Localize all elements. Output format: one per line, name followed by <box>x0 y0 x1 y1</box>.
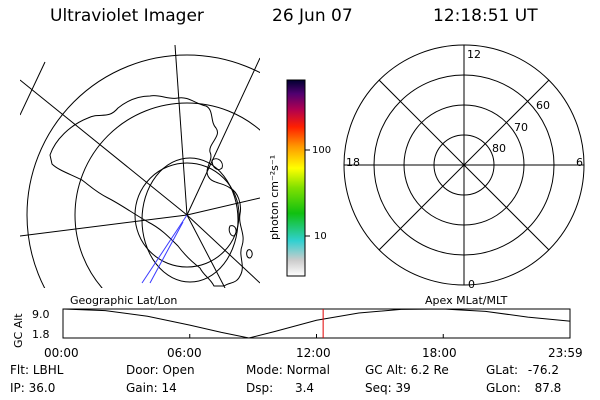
polar-diagonal <box>378 79 550 251</box>
map-lat-circle-inner <box>134 162 240 268</box>
timeline-frame <box>62 308 571 339</box>
dsp-value: 3.4 <box>294 381 315 395</box>
timeline-y-axis-label: GC Alt <box>12 313 25 348</box>
seq-value: 39 <box>395 381 411 395</box>
filter-label: Flt: <box>10 363 29 377</box>
instrument-title: Ultraviolet Imager <box>50 6 204 26</box>
ip-field: IP: 36.0 <box>10 381 55 395</box>
map-meridian <box>20 79 188 216</box>
colorbar-tick-label: 100 <box>312 145 331 156</box>
gc-alt-value: 6.2 Re <box>410 363 449 377</box>
map-meridian <box>186 57 260 216</box>
map-lat-circle-middle <box>74 102 260 288</box>
mode-value: Normal <box>286 363 330 377</box>
gc-alt-label: GC Alt: <box>365 363 407 377</box>
y-tick-label: 9.0 <box>32 308 50 321</box>
colorbar-gradient <box>286 79 306 277</box>
glat-value: -76.2 <box>527 363 559 377</box>
colorbar-tick-label: 10 <box>314 231 327 242</box>
filter-value: LBHL <box>32 363 64 377</box>
map-meridian <box>174 45 188 216</box>
gc-alt-field: GC Alt: 6.2 Re <box>365 363 449 377</box>
gain-label: Gain: <box>126 381 158 395</box>
mlt-label-midnight: 0 <box>468 278 475 291</box>
map-lat-circle-outer <box>26 54 260 288</box>
x-tick-label: 18:00 <box>422 346 457 360</box>
date-label: 26 Jun 07 <box>272 6 353 26</box>
glon-value: 87.8 <box>534 381 562 395</box>
satellite-ground-track <box>149 221 184 284</box>
mlat-label-60: 60 <box>536 99 550 112</box>
map-meridian <box>186 214 260 284</box>
mlat-label-80: 80 <box>492 142 506 155</box>
glat-label: GLat: <box>486 363 519 377</box>
time-label: 12:18:51 UT <box>433 6 538 26</box>
coastline-island <box>246 249 253 259</box>
glat-field: GLat: -76.2 <box>486 363 559 377</box>
seq-field: Seq: 39 <box>365 381 411 395</box>
glon-label: GLon: <box>486 381 521 395</box>
altitude-curve <box>62 308 570 339</box>
mlt-label-dawn: 6 <box>576 156 583 169</box>
dsp-label: Dsp: <box>246 381 274 395</box>
y-tick-label: 1.8 <box>32 328 50 341</box>
door-field: Door: Open <box>126 363 195 377</box>
x-tick-label: 12:00 <box>296 346 331 360</box>
colorbar-unit-label: photon cm⁻²s⁻¹ <box>268 155 281 240</box>
antarctica-coastline <box>49 95 244 287</box>
door-value: Open <box>162 363 195 377</box>
satellite-ground-track <box>141 214 188 284</box>
ip-label: IP: <box>10 381 25 395</box>
map-meridian <box>20 214 188 237</box>
timeline-left-title: Geographic Lat/Lon <box>70 294 178 307</box>
map-meridian <box>186 197 260 216</box>
seq-label: Seq: <box>365 381 392 395</box>
dsp-field: Dsp: 3.4 <box>246 381 314 395</box>
map-meridian <box>186 214 226 288</box>
auroral-oval <box>141 157 239 283</box>
ip-value: 36.0 <box>28 381 56 395</box>
gain-value: 14 <box>161 381 177 395</box>
mode-field: Mode: Normal <box>246 363 330 377</box>
coastline-island <box>228 225 237 237</box>
mlt-label-noon: 12 <box>467 48 481 61</box>
x-tick-label: 06:00 <box>167 346 202 360</box>
map-meridian <box>20 61 46 116</box>
x-tick-label: 00:00 <box>44 346 79 360</box>
mlt-label-dusk: 18 <box>346 156 360 169</box>
x-tick-label: 23:59 <box>548 346 583 360</box>
glon-field: GLon: 87.8 <box>486 381 561 395</box>
filter-field: Flt: LBHL <box>10 363 63 377</box>
mode-label: Mode: <box>246 363 283 377</box>
timeline-right-title: Apex MLat/MLT <box>425 294 508 307</box>
gain-field: Gain: 14 <box>126 381 177 395</box>
door-label: Door: <box>126 363 159 377</box>
mlat-label-70: 70 <box>514 121 528 134</box>
